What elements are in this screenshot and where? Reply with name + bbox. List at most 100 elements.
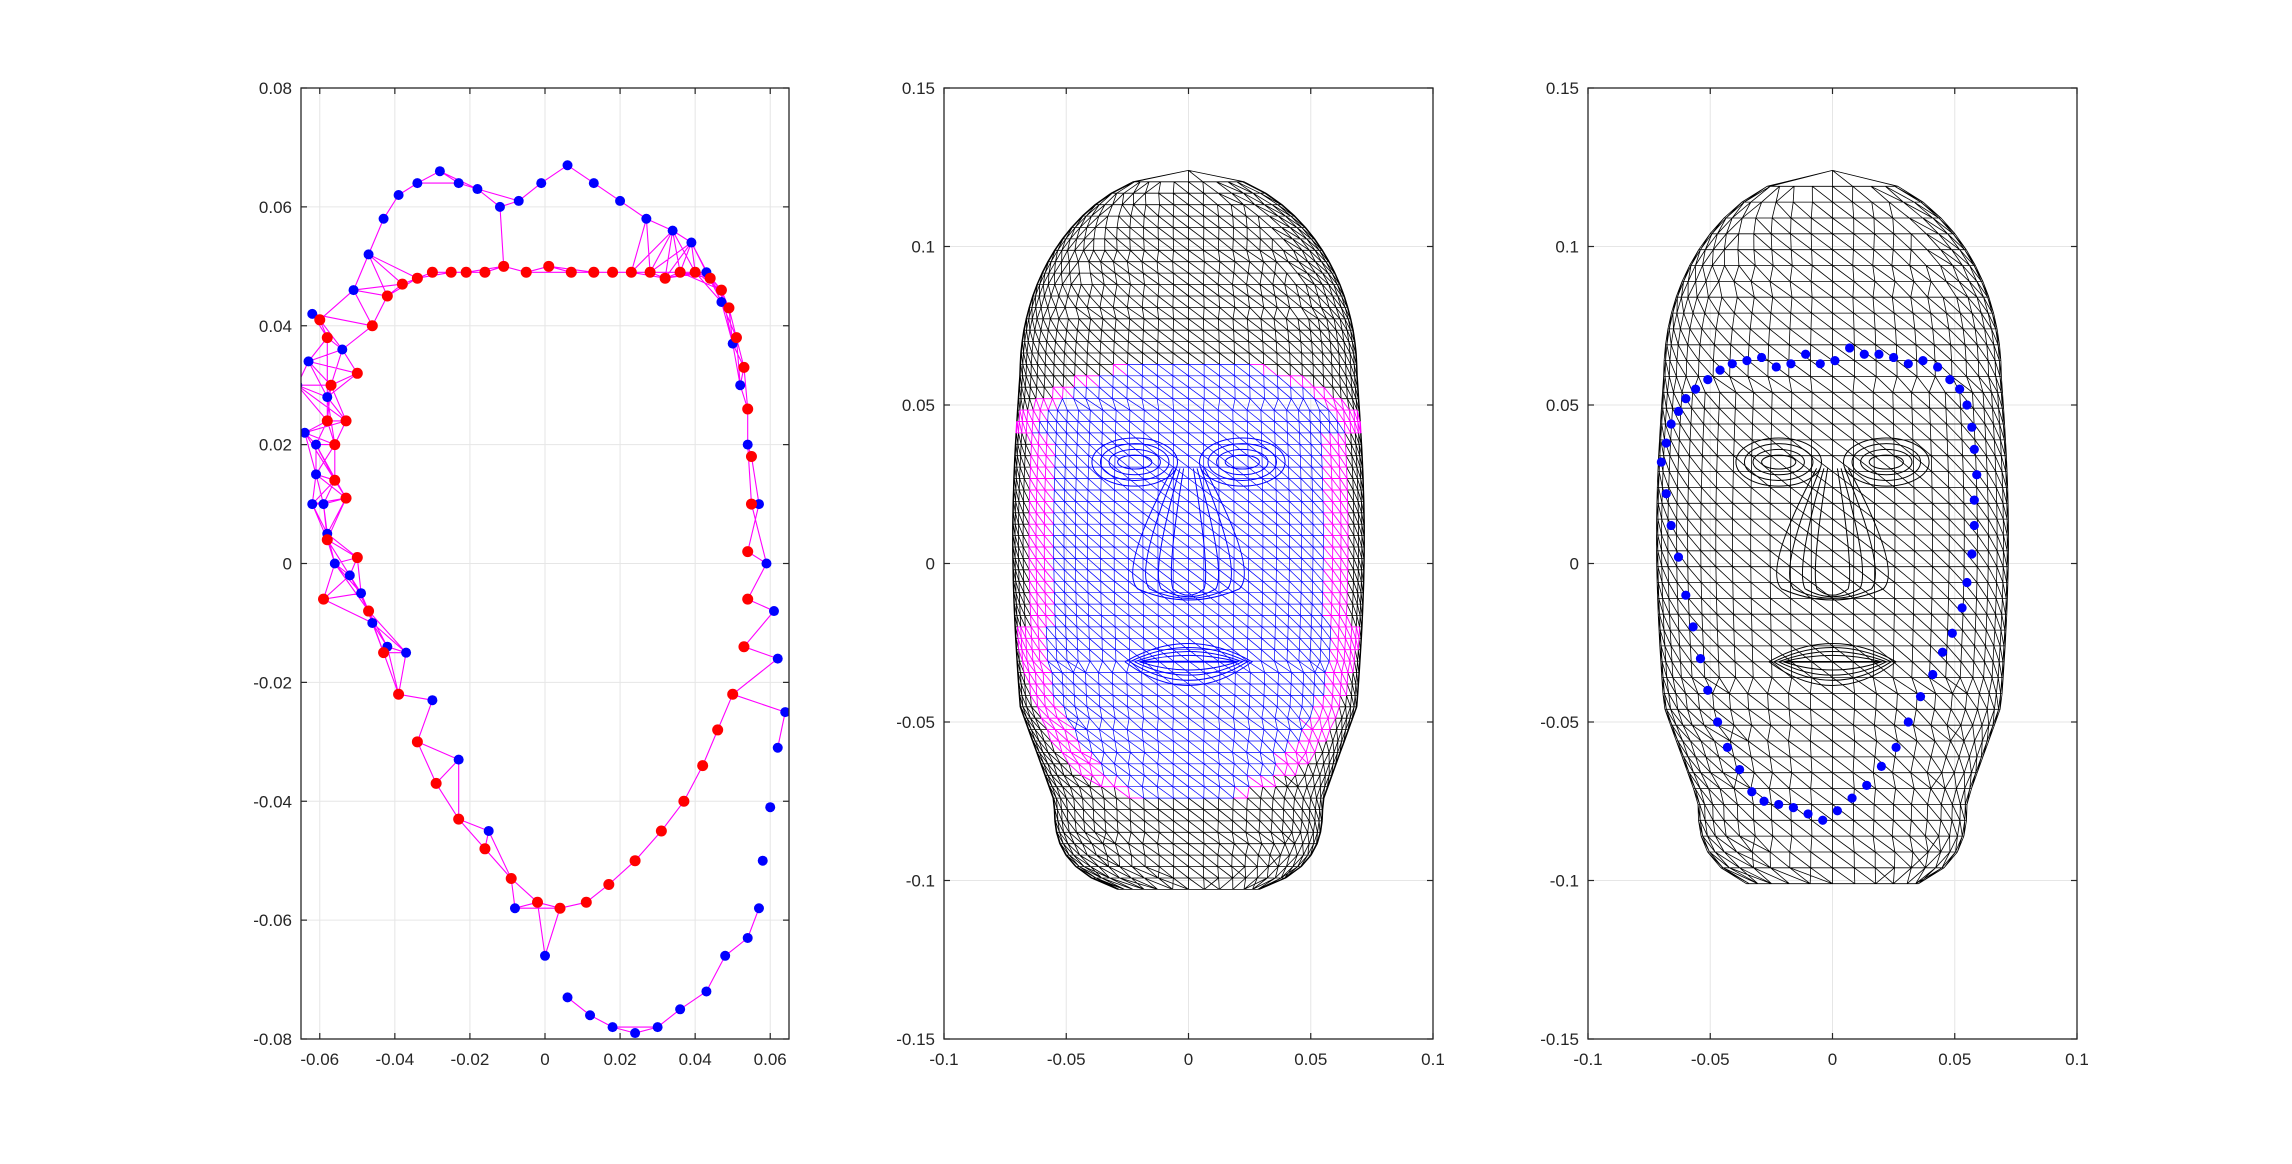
eye-contour (1843, 437, 1930, 487)
band-edges (1015, 363, 1362, 799)
boundary-point (1915, 692, 1926, 702)
outer-point (393, 189, 404, 200)
eye-contour (1117, 454, 1153, 470)
outer-point (772, 653, 783, 664)
x-tick-label: -0.1 (1573, 1050, 1602, 1069)
outer-point (303, 356, 314, 367)
x-tick-label: 0.02 (604, 1050, 637, 1069)
boundary-point (1703, 375, 1713, 385)
inner-point (321, 332, 333, 344)
head-wireframe (1656, 170, 2009, 885)
inner-point (554, 902, 566, 914)
inner-point (543, 260, 555, 272)
boundary-point (1876, 761, 1886, 771)
mouth-contour (1134, 651, 1244, 676)
boundary-points (1656, 343, 1982, 825)
outer-point (765, 802, 776, 813)
y-tick-label: -0.04 (253, 792, 292, 811)
outer-point (337, 344, 348, 355)
boundary-point (1712, 717, 1723, 727)
y-tick-label: -0.15 (1540, 1030, 1579, 1049)
head-wireframe (1012, 170, 1365, 890)
y-tick-label: 0.1 (1555, 238, 1579, 257)
eye-contour (1761, 454, 1797, 470)
boundary-point (1918, 356, 1928, 366)
outer-point (667, 225, 678, 236)
outer-point (318, 499, 329, 510)
boundary-point (1786, 359, 1796, 369)
head-mesh-axes: -0.1 -0.05 0 0.05 0.1-0.15-0.1-0.0500.050.10… (896, 79, 1445, 1069)
nose-contour (1814, 468, 1851, 596)
x-tick-label: 0 (1184, 1050, 1193, 1069)
outer-point (322, 392, 333, 403)
boundary-point (1845, 343, 1855, 353)
outer-point (742, 932, 753, 943)
outer-point (753, 499, 764, 510)
x-tick-label: 0.06 (754, 1050, 787, 1069)
boundary-point (1957, 603, 1967, 613)
eye-contour (1108, 448, 1161, 476)
y-tick-label: -0.06 (253, 911, 292, 930)
boundary-point (1967, 549, 1977, 559)
inner-point (674, 266, 686, 278)
eye-contour (1199, 437, 1286, 487)
inner-point (351, 367, 363, 379)
boundary-point (1661, 438, 1671, 448)
boundary-point (1756, 352, 1767, 363)
inner-point (505, 873, 517, 885)
outer-point (427, 695, 438, 706)
outer-point (607, 1022, 618, 1033)
inner-point (318, 593, 330, 605)
inner-point (723, 302, 735, 314)
boundary-point (1722, 742, 1732, 752)
boundary-point (1969, 520, 1979, 531)
boundary-point (1690, 384, 1701, 394)
eye-contour (1752, 448, 1805, 476)
inner-point (531, 896, 543, 908)
outer-point (585, 1010, 596, 1021)
boundary-point (1972, 470, 1982, 480)
outer-point (536, 178, 547, 189)
outer-point (641, 213, 652, 224)
y-tick-label: 0.15 (902, 79, 935, 98)
boundary-point (1803, 809, 1813, 819)
inner-point (321, 415, 333, 427)
boundary-point (1969, 444, 1979, 454)
y-tick-label: 0.06 (259, 198, 292, 217)
boundary-point (1681, 590, 1691, 600)
outer-point (761, 558, 772, 569)
inner-point (351, 552, 363, 564)
x-tick-label: -0.05 (1047, 1050, 1086, 1069)
outer-point (630, 1028, 641, 1039)
y-tick-label: -0.05 (896, 713, 935, 732)
inner-point (742, 546, 754, 558)
inner-point (340, 492, 352, 504)
outer-point (652, 1022, 663, 1033)
boundary-point (1715, 365, 1725, 375)
boundary-point (1747, 787, 1757, 797)
nose-contour (1145, 468, 1232, 599)
inner-point (520, 266, 532, 278)
inner-point (727, 688, 739, 700)
inner-point (460, 266, 472, 278)
inner-point (453, 813, 465, 825)
boundary-point (1695, 654, 1706, 664)
inner-point (659, 272, 671, 284)
inner-point (366, 320, 378, 332)
boundary-point (1661, 489, 1671, 499)
boundary-point (1933, 362, 1943, 372)
inner-point (629, 855, 641, 867)
outer-point (716, 296, 727, 307)
outer-point (307, 308, 318, 319)
boundary-point (1969, 495, 1979, 505)
outer-point (757, 855, 768, 866)
boundary-point (1891, 742, 1901, 752)
outer-point (344, 570, 355, 581)
boundary-point (1903, 359, 1913, 369)
outer-point (301, 427, 310, 438)
boundary-point (1788, 802, 1798, 813)
inner-point (607, 266, 619, 278)
boundary-point (1771, 362, 1781, 372)
boundary-point (1774, 799, 1784, 810)
outer-point (363, 249, 374, 260)
